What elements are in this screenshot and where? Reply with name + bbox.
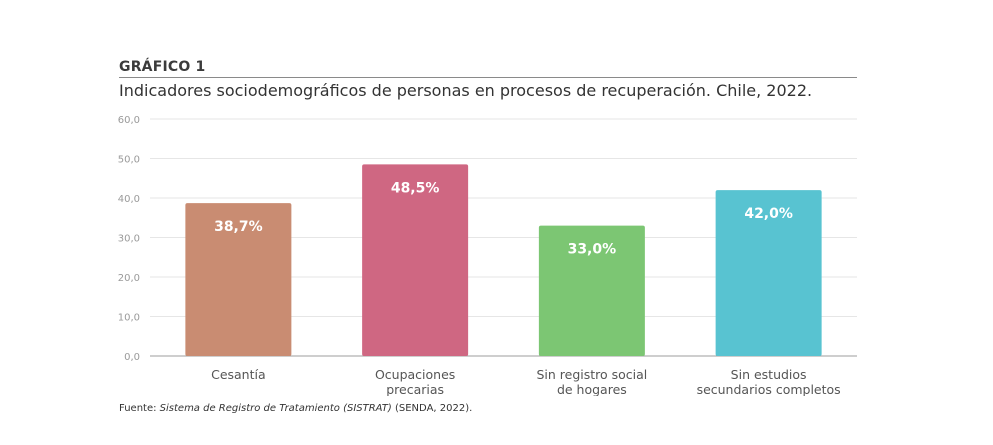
y-tick-label: 0,0 bbox=[124, 352, 140, 363]
x-tick-label: Ocupaciones bbox=[375, 367, 455, 382]
chart-title: Indicadores sociodemográficos de persona… bbox=[119, 81, 813, 100]
y-tick-label: 40,0 bbox=[118, 194, 140, 205]
source-title: Sistema de Registro de Tratamiento (SIST… bbox=[159, 403, 392, 414]
bar-chart: 0,0 10,0 20,0 30,0 40,0 50,0 60,0 38,7% Cesantía… bbox=[118, 115, 857, 396]
source-note: Fuente: Sistema de Registro de Tratamien… bbox=[119, 403, 472, 414]
data-label: 38,7% bbox=[214, 219, 263, 235]
data-label: 42,0% bbox=[744, 206, 793, 222]
x-tick-label: secundarios completos bbox=[697, 382, 841, 396]
y-tick-label: 50,0 bbox=[118, 155, 140, 166]
x-tick-label: de hogares bbox=[557, 382, 627, 396]
x-tick-label: Sin estudios bbox=[731, 367, 807, 382]
data-label: 33,0% bbox=[568, 242, 617, 258]
title-divider bbox=[119, 77, 857, 78]
y-tick-label: 30,0 bbox=[118, 234, 140, 245]
y-tick-label: 10,0 bbox=[118, 313, 140, 324]
bar bbox=[715, 190, 822, 356]
figure-label: GRÁFICO 1 bbox=[119, 59, 206, 75]
bar bbox=[185, 203, 292, 356]
data-label: 48,5% bbox=[391, 180, 440, 196]
y-tick-label: 60,0 bbox=[118, 115, 140, 126]
x-tick-label: Sin registro social bbox=[536, 367, 647, 382]
y-tick-label: 20,0 bbox=[118, 273, 140, 284]
x-tick-label: precarias bbox=[386, 382, 444, 396]
bar bbox=[362, 164, 469, 356]
source-suffix: (SENDA, 2022). bbox=[391, 403, 473, 414]
bar bbox=[538, 225, 645, 356]
x-tick-label: Cesantía bbox=[211, 367, 266, 382]
source-prefix: Fuente: bbox=[119, 403, 160, 414]
